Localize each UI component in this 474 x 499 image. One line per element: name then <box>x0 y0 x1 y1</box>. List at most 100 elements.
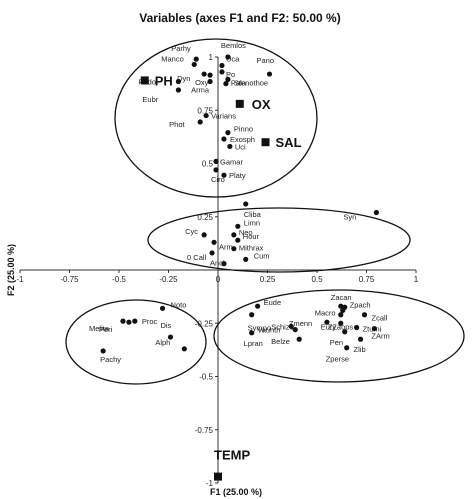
variable-label: Po <box>226 70 235 79</box>
variable-label: Cliba <box>244 210 262 219</box>
variable-point <box>249 312 255 318</box>
variable-label: Parhy <box>171 44 191 53</box>
variable-point <box>132 318 138 324</box>
variable-point <box>288 323 294 330</box>
variable-point <box>231 232 237 238</box>
key-variable-label: OX <box>252 97 271 112</box>
variable-point <box>201 71 207 77</box>
variable-label: Pano <box>256 56 274 65</box>
variable-point <box>235 237 241 243</box>
variable-label: Uci <box>235 142 246 151</box>
variable-point <box>243 201 249 207</box>
variable-label: Syn <box>343 212 356 221</box>
variable-point <box>338 303 344 309</box>
variable-label: Stenothoe <box>234 78 268 87</box>
variable-point <box>235 223 241 229</box>
variable-label: Platy <box>229 171 246 180</box>
variable-point <box>361 312 368 318</box>
variable-label: Oxy <box>195 78 209 87</box>
variable-label: Dyn <box>177 74 190 83</box>
variable-label: Limn <box>244 218 260 227</box>
variable-point <box>249 330 255 336</box>
variable-label: Eubr <box>142 95 158 104</box>
variable-label: Pinno <box>234 125 253 134</box>
variable-point <box>100 348 106 354</box>
variable-point <box>357 336 364 342</box>
variable-point <box>227 143 233 150</box>
variable-point <box>266 71 273 77</box>
y-tick-label: -0.75 <box>195 426 214 435</box>
variable-label: Uca <box>226 55 240 64</box>
x-tick-label: 0.5 <box>311 275 323 284</box>
variable-point <box>296 336 302 342</box>
variable-label: Pen <box>330 338 343 347</box>
variable-label: Bemlos <box>221 41 246 50</box>
variable-point <box>292 327 298 333</box>
x-tick-label: 0.25 <box>260 275 276 284</box>
chart-title: Variables (axes F1 and F2: 50.00 %) <box>139 11 340 25</box>
variable-label: Eude <box>264 298 282 307</box>
x-tick-label: -0.75 <box>60 275 79 284</box>
variable-label: Neo <box>239 228 253 237</box>
key-variable-label: SAL <box>276 135 302 150</box>
variable-label: Anci <box>210 259 225 268</box>
variable-point <box>167 334 174 340</box>
variable-label: Phot <box>169 120 185 129</box>
variable-label: Proc <box>142 317 158 326</box>
x-tick-label: 1 <box>414 275 419 284</box>
cluster-ellipse <box>65 299 207 385</box>
variable-label: Exosph <box>230 135 255 144</box>
key-variable-label: TEMP <box>214 448 250 463</box>
variable-point <box>344 345 350 351</box>
x-tick-label: -0.5 <box>112 275 126 284</box>
cluster-ellipses <box>65 38 465 385</box>
y-tick-label: 1 <box>209 53 214 62</box>
y-axis-title: F2 (25.00 %) <box>6 244 16 296</box>
variable-point <box>255 303 261 309</box>
variable-label: ZZaops <box>328 323 354 332</box>
variable-point <box>207 78 213 85</box>
variable-label: Arm <box>219 242 233 251</box>
variable-label: Melita <box>89 324 110 333</box>
variable-point <box>338 312 344 318</box>
variable-point <box>221 172 227 178</box>
y-tick-label: 0.5 <box>202 160 214 169</box>
variable-label: Eury <box>321 322 337 331</box>
variable-label: Mithrax <box>239 244 264 253</box>
variable-label: Varians <box>211 112 236 121</box>
variable-label: Cum <box>254 251 270 260</box>
variable-point <box>340 307 346 314</box>
variable-point <box>219 62 225 69</box>
key-variable-marker <box>235 99 244 108</box>
x-tick-label: -1 <box>16 275 24 284</box>
variable-point <box>243 256 249 262</box>
variable-label: Zpach <box>350 300 371 309</box>
variable-point <box>175 87 181 93</box>
variable-label: Manco <box>161 54 184 63</box>
key-variable-marker <box>140 76 149 85</box>
variable-label: Hour <box>243 232 260 241</box>
variable-label: Noto <box>171 300 187 309</box>
x-tick-label: 0 <box>216 275 221 284</box>
variable-point <box>225 54 231 60</box>
key-variable-label: PH <box>155 73 173 88</box>
variable-point <box>120 318 126 324</box>
variable-point <box>203 112 209 119</box>
variable-point <box>371 325 378 332</box>
y-tick-label: -0.25 <box>195 319 214 328</box>
x-axis-title: F1 (25.00 %) <box>210 487 262 497</box>
variable-point <box>213 158 219 164</box>
variable-point <box>207 72 213 78</box>
variable-point <box>175 78 181 85</box>
variable-point <box>225 76 231 82</box>
variable-label: Sympo <box>248 324 271 333</box>
y-tick-label: 0.25 <box>197 213 213 222</box>
variable-point <box>225 130 231 136</box>
variable-point <box>209 250 215 256</box>
variable-label: Pachy <box>100 355 121 364</box>
cluster-ellipse <box>114 38 318 198</box>
variable-point <box>221 136 227 142</box>
variable-label: Zacan <box>331 293 352 302</box>
variable-point <box>213 167 219 173</box>
variable-point <box>354 324 360 331</box>
